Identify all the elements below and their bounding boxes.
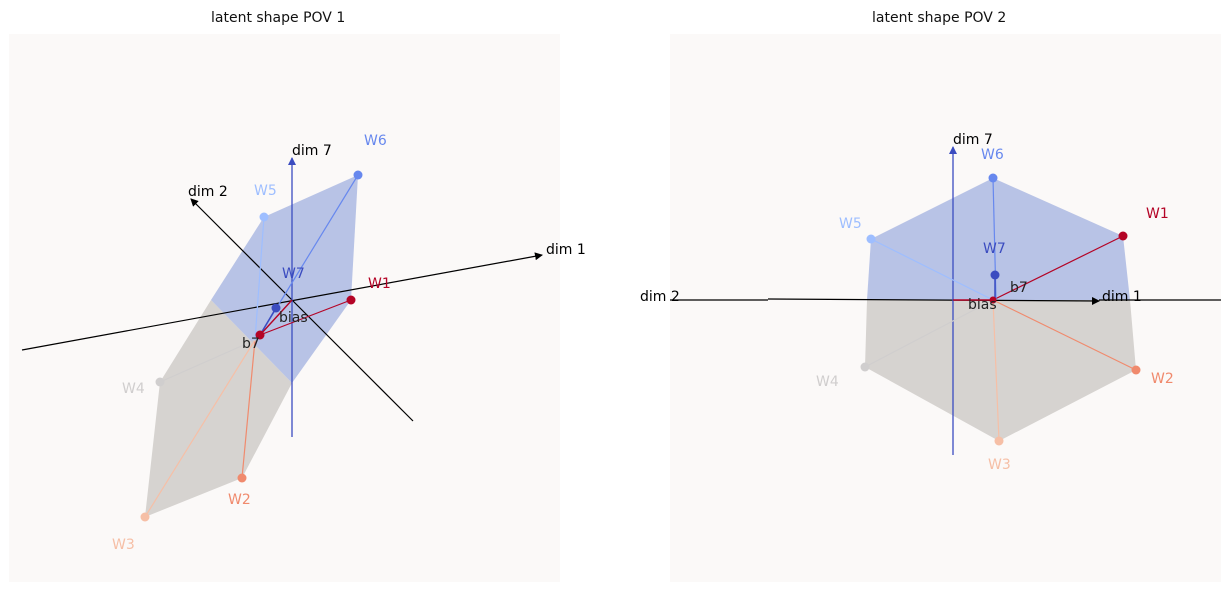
panel-1-point-w7 — [271, 303, 281, 313]
panel-2-label-w1: W1 — [1146, 206, 1169, 222]
panel-1-label-w5: W5 — [254, 183, 277, 199]
panel-2-label-b7: b7 — [1010, 280, 1028, 296]
panel-2-point-w4 — [860, 362, 870, 372]
panel-2-point-w2 — [1131, 365, 1141, 375]
panel-2-axis-dim1 — [767, 296, 1100, 305]
panel-1-point-b7 — [255, 330, 265, 340]
panel-2-point-w7 — [990, 270, 1000, 280]
panel-1-label-b7: b7 — [242, 336, 260, 352]
panel-2-label-w5: W5 — [839, 216, 862, 232]
panel-2-point-b7 — [989, 296, 997, 304]
panel-2-label-dim2: dim 2 — [640, 289, 680, 305]
panel-1-label-w4: W4 — [122, 381, 145, 397]
panel-1-vector-w1 — [259, 299, 352, 336]
panel-1-axis-dim2-neg — [291, 299, 414, 422]
panel-1-upper-shape — [211, 175, 358, 383]
panel-2-label-bias: bias — [968, 297, 997, 313]
panel-2-label-w7: W7 — [983, 241, 1006, 257]
panel-2-label-dim7: dim 7 — [953, 132, 993, 148]
panel-1-label-bias: bias — [279, 310, 308, 326]
panel-1-vector-w4 — [159, 339, 256, 383]
panel-1-label-dim2: dim 2 — [188, 184, 228, 200]
panel-1-label-w1: W1 — [368, 276, 391, 292]
panel-2-point-w5 — [866, 234, 876, 244]
panel-2-point-w3 — [994, 436, 1004, 446]
panel-1-vector-w2 — [241, 339, 256, 479]
panel-1-label-dim1: dim 1 — [546, 242, 586, 258]
panel-1-vector-w7 — [259, 307, 277, 336]
panel-2-point-w1 — [1118, 231, 1128, 241]
panel-1-axis-dim2 — [190, 198, 293, 301]
panel-1-label-w7: W7 — [282, 266, 305, 282]
panel-2-label-w2: W2 — [1151, 371, 1174, 387]
panel-2-point-w6 — [988, 173, 998, 183]
panel-1-bias-vector — [259, 299, 293, 336]
panel-1-vector-w3 — [144, 339, 256, 518]
panel-1-point-w5 — [259, 212, 269, 222]
panel-1-label-w2: W2 — [228, 492, 251, 508]
panel-2-title: latent shape POV 2 — [872, 10, 1007, 26]
panel-1-vector-w5 — [254, 216, 265, 341]
panel-1-point-w1 — [346, 295, 356, 305]
panel-1-title: latent shape POV 1 — [211, 10, 346, 26]
panel-1-label-w6: W6 — [364, 133, 387, 149]
panel-2-vector-w2 — [992, 299, 1137, 371]
panel-1-label-dim7: dim 7 — [292, 143, 332, 159]
panel-2-label-w4: W4 — [816, 374, 839, 390]
panel-1-point-w6 — [353, 170, 363, 180]
panel-2-vector-w4 — [864, 299, 994, 368]
panel-2-diagram: dim 1 dim 2 dim 7 W1 W2 W3 W4 W5 W6 W7 b… — [640, 34, 1221, 582]
panel-1-diagram: dim 1 dim 2 dim 7 W1 W2 W3 W4 W5 W6 W7 b… — [21, 133, 586, 553]
panel-2-lower-shape — [865, 300, 1136, 441]
panel-1-point-w2 — [237, 473, 247, 483]
panel-2-label-w6: W6 — [981, 147, 1004, 163]
panel-1-axis-dim1 — [21, 252, 543, 351]
panel-2-vector-w5 — [870, 238, 994, 301]
panel-1-lower-shape — [145, 300, 292, 517]
panel-2-vector-w1 — [992, 235, 1124, 301]
panel-2-vector-w3 — [992, 299, 1000, 442]
panel-1-point-w3 — [140, 512, 150, 522]
panel-1-label-w3: W3 — [112, 537, 135, 553]
panel-2-label-dim1: dim 1 — [1102, 289, 1142, 305]
panel-2-label-w3: W3 — [988, 457, 1011, 473]
panel-1-point-w4 — [155, 377, 165, 387]
